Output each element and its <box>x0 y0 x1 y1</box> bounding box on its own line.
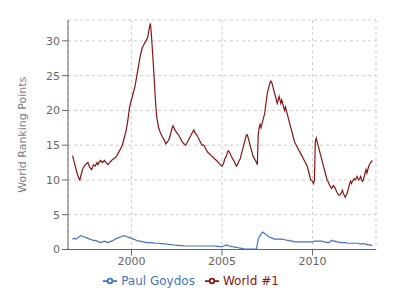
html-text:Paul Goydos: Paul Goydos <box>121 273 195 288</box>
svg-text:10: 10 <box>46 174 60 187</box>
svg-text:30: 30 <box>46 35 60 48</box>
html-text:World #1: World #1 <box>222 273 279 288</box>
svg-text:2000: 2000 <box>117 255 145 268</box>
svg-text:2005: 2005 <box>208 255 236 268</box>
svg-text:0: 0 <box>53 243 60 256</box>
svg-text:5: 5 <box>53 209 60 222</box>
svg-text:World Ranking Points: World Ranking Points <box>16 76 29 192</box>
svg-text:20: 20 <box>46 104 60 117</box>
svg-text:25: 25 <box>46 70 60 83</box>
svg-text:15: 15 <box>46 139 60 152</box>
svg-text:2010: 2010 <box>299 255 327 268</box>
